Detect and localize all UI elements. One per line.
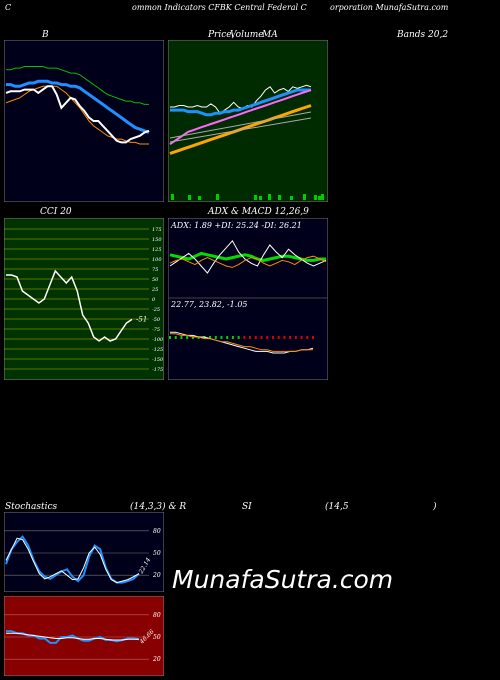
volume-bar [303, 194, 306, 200]
stoch-bg [4, 512, 164, 592]
stoch-tick-label: 50 [153, 550, 161, 557]
volume-bar [318, 196, 321, 200]
watermark: MunafaSutra.com [172, 565, 394, 594]
stoch-tick-label: 20 [152, 572, 161, 579]
adx-di_white-line [169, 239, 327, 274]
bollinger-title: B [42, 30, 49, 40]
cci-last-label: -51 [136, 315, 147, 323]
price-ma-ma_mid-line [169, 89, 312, 146]
volume-bar [171, 194, 174, 200]
bollinger-lower-line [5, 85, 149, 145]
stoch-params: (14,3,3) & R [130, 502, 187, 512]
ma-title: MA [262, 30, 278, 40]
rsi-tick-label: 80 [153, 612, 161, 619]
volume-bar [321, 194, 324, 200]
stoch-tick-label: 80 [153, 528, 161, 535]
rsi-params: (14,5 [325, 502, 349, 512]
cci-chart: 175 150 125 100 75 50 25 0 -25 -50 -75 -100 -125 -150… [4, 218, 164, 380]
adx-di_orange-line [169, 255, 327, 268]
stoch-title: Stochastics [5, 502, 58, 512]
bollinger-price-line [5, 85, 150, 144]
cci-tick-label: 125 [152, 247, 162, 253]
cci-tick-label: -150 [152, 357, 164, 363]
rsi-close-paren: ) [433, 502, 437, 512]
envelope-lower-line [169, 117, 312, 143]
adx-macd-title: ADX & MACD 12,26,9 [208, 207, 309, 217]
rsi-title: SI [242, 502, 252, 512]
cci-tick-label: -75 [152, 327, 160, 333]
stoch-d-line [5, 537, 140, 584]
cci-tick-label: 100 [152, 257, 162, 263]
volume-bar [259, 196, 262, 200]
volume-bar [198, 196, 201, 200]
header-source: orporation MunafaSutra.com [330, 3, 449, 12]
rsi-tick-label: 50 [153, 634, 161, 641]
cci-tick-label: -125 [152, 347, 163, 353]
volume-bar [290, 196, 293, 200]
cci-tick-label: -100 [152, 337, 164, 343]
price-ma-ma_short-line [170, 88, 311, 117]
macd-signal-line [170, 333, 313, 352]
bollinger-upper-line [6, 66, 149, 105]
adx-macd-chart: ADX: 1.89 +DI: 25.24 -DI: 26.21 22.77, 2… [168, 218, 328, 380]
adx-label: ADX: 1.89 +DI: 25.24 -DI: 26.21 [170, 221, 302, 230]
volume-bar [268, 194, 271, 200]
cci-tick-label: -25 [152, 307, 160, 313]
price-ma-chart [168, 40, 328, 202]
rsi-rsi-line [6, 630, 140, 644]
cci-tick-label: 0 [152, 297, 156, 303]
cci-line [6, 269, 133, 342]
bands-title: Bands 20,2 [397, 30, 449, 40]
cci-tick-label: 50 [152, 277, 159, 283]
rsi-rsi_thin-line [6, 632, 139, 641]
rsi-tick-label: 20 [152, 656, 161, 663]
price-ma-bg [168, 40, 328, 202]
cci-tick-label: 150 [152, 237, 162, 243]
cci-tick-label: -50 [152, 317, 161, 323]
bollinger-chart [4, 40, 164, 202]
header-title: ommon Indicators CFBK Central Federal C [132, 3, 307, 12]
volume-title: Volume [230, 30, 264, 40]
volume-bar [254, 195, 257, 200]
volume-bar [278, 195, 281, 200]
adx-macd-bg [168, 218, 328, 380]
cci-tick-label: 175 [152, 227, 162, 233]
bollinger-middle-line [6, 79, 150, 134]
cci-tick-label: -175 [152, 367, 163, 373]
volume-bar [216, 194, 219, 200]
envelope-upper-line [169, 111, 312, 139]
price-title: Price, [208, 30, 235, 40]
macd-label: 22.77, 23.82, -1.05 [170, 300, 248, 309]
volume-bar [314, 195, 317, 200]
cci-tick-label: 75 [152, 267, 158, 273]
header-c: C [5, 3, 12, 12]
volume-bar [188, 195, 191, 200]
bollinger-bg [4, 40, 164, 202]
cci-tick-label: 25 [151, 287, 158, 293]
cci-title: CCI 20 [40, 207, 72, 217]
